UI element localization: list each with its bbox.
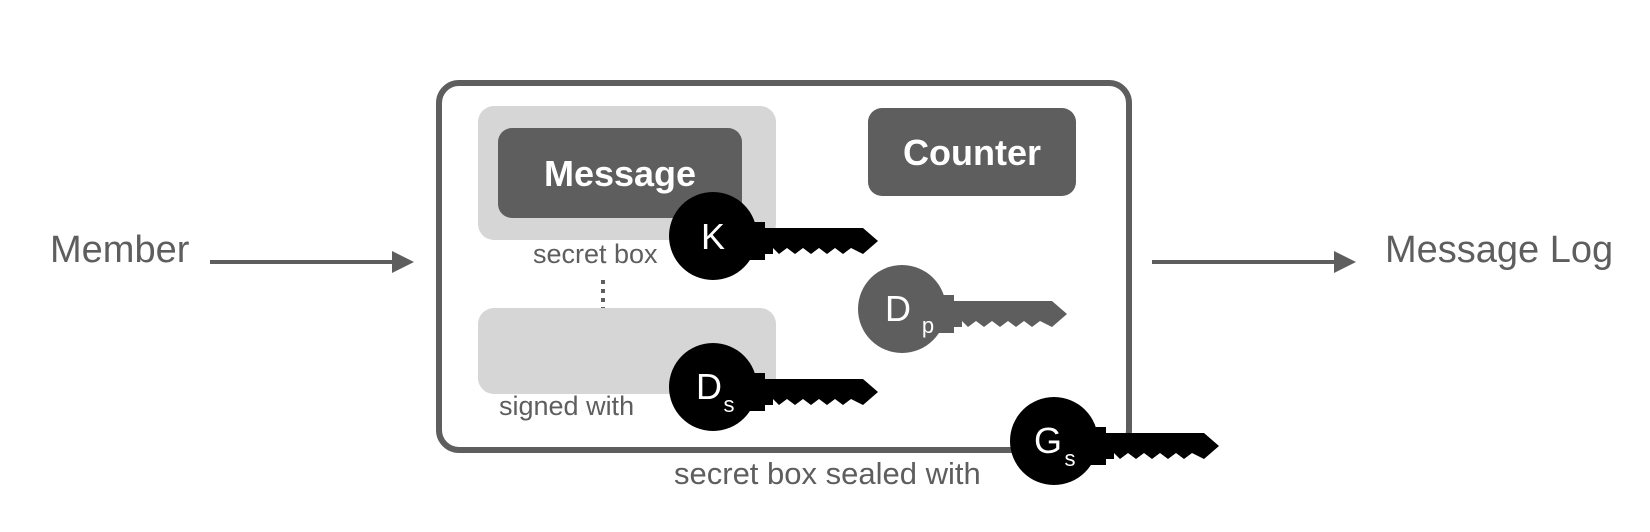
message-log-label: Message Log [1385,229,1613,271]
svg-text:p: p [922,313,934,338]
key-k-letter: K [701,216,725,257]
key-gs-icon: G s [1010,397,1219,485]
key-dp-letter: D [885,288,911,329]
message-box [498,128,742,218]
key-k-icon: K [669,192,878,280]
member-label: Member [50,229,190,271]
svg-text:K: K [701,216,725,257]
counter-box [868,108,1076,196]
secret-box-label: secret box [533,239,658,269]
key-gs-letter: G [1034,420,1062,461]
key-dp-icon: D p [858,265,1067,353]
sealed-envelope [436,80,1132,453]
svg-text:G: G [1034,420,1062,461]
key-dp-subscript: p [922,313,934,338]
key-ds-subscript: s [724,392,735,417]
message-label: Message [544,153,696,194]
key-ds-letter: D [696,366,722,407]
svg-text:s: s [724,392,735,417]
arrow-member-to-envelope [210,251,414,273]
arrow-envelope-to-log [1152,251,1356,273]
counter-label: Counter [903,132,1041,173]
key-gs-subscript: s [1065,446,1076,471]
key-ds-icon: D s [669,343,878,431]
svg-text:D: D [696,366,722,407]
svg-text:D: D [885,288,911,329]
signed-with-label: signed with [499,391,634,421]
sealed-with-label: secret box sealed with [674,456,981,491]
svg-text:s: s [1065,446,1076,471]
